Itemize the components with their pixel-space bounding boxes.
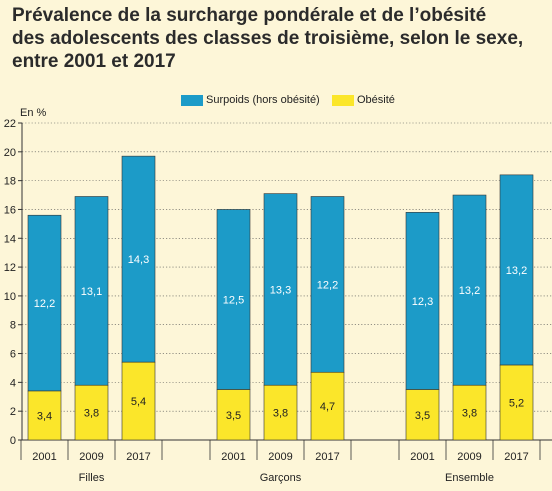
data-label-obesite: 3,8: [273, 408, 288, 420]
bar-surpoids: [452, 194, 487, 386]
x-tick-label: 2009: [457, 451, 481, 463]
data-label-surpoids: 12,2: [317, 279, 338, 291]
data-label-surpoids: 13,2: [506, 265, 527, 277]
legend-swatch-surpoids: [181, 95, 203, 106]
data-label-obesite: 3,8: [84, 408, 99, 420]
legend-swatch-obesite: [332, 95, 354, 106]
data-label-surpoids: 14,3: [128, 254, 149, 266]
bar-obesite: [263, 384, 298, 441]
bar-obesite: [121, 361, 156, 441]
bar-obesite: [27, 390, 62, 441]
legend: Surpoids (hors obésité) Obésité: [0, 94, 552, 108]
x-tick-label: 2009: [79, 451, 103, 463]
data-label-obesite: 3,5: [226, 410, 241, 422]
y-tick-label: 0: [10, 435, 16, 447]
chart-title: Prévalence de la surcharge pondérale et …: [12, 4, 547, 73]
group-label: Garçons: [260, 472, 302, 484]
data-label-surpoids: 12,2: [34, 298, 55, 310]
group-label: Ensemble: [445, 472, 494, 484]
data-label-obesite: 4,7: [320, 401, 335, 413]
data-label-surpoids: 13,2: [459, 285, 480, 297]
bar-obesite: [405, 389, 440, 441]
data-label-surpoids: 12,3: [412, 296, 433, 308]
x-tick-label: 2001: [221, 451, 245, 463]
bar-surpoids: [310, 196, 345, 373]
y-tick-label: 22: [4, 118, 16, 130]
data-label-surpoids: 12,5: [223, 295, 244, 307]
data-label-obesite: 3,5: [415, 410, 430, 422]
chart-title-line-1: Prévalence de la surcharge pondérale et …: [12, 5, 487, 26]
y-tick-label: 6: [10, 349, 16, 361]
y-tick-label: 4: [10, 377, 16, 389]
chart-title-line-2: des adolescents des classes de troisième…: [12, 28, 524, 49]
legend-label-surpoids: Surpoids (hors obésité): [206, 94, 320, 106]
y-tick-label: 18: [4, 176, 16, 188]
data-label-surpoids: 13,1: [81, 286, 102, 298]
bar-surpoids: [216, 209, 251, 390]
x-tick-label: 2001: [32, 451, 56, 463]
y-tick-label: 16: [4, 204, 16, 216]
y-tick-label: 8: [10, 320, 16, 332]
legend-label-obesite: Obésité: [357, 94, 395, 106]
y-tick-label: 12: [4, 262, 16, 274]
data-label-obesite: 5,4: [131, 396, 146, 408]
bar-surpoids: [121, 155, 156, 363]
bar-obesite: [452, 384, 487, 441]
x-tick-label: 2009: [268, 451, 292, 463]
bar-surpoids: [74, 196, 109, 386]
data-label-obesite: 5,2: [509, 398, 524, 410]
y-tick-label: 10: [4, 291, 16, 303]
data-label-obesite: 3,8: [462, 408, 477, 420]
data-label-obesite: 3,4: [37, 411, 52, 423]
bar-obesite: [499, 364, 534, 441]
bar-surpoids: [499, 174, 534, 366]
y-tick-label: 2: [10, 406, 16, 418]
x-tick-label: 2001: [410, 451, 434, 463]
x-tick-label: 2017: [504, 451, 528, 463]
x-tick-label: 2017: [315, 451, 339, 463]
data-label-surpoids: 13,3: [270, 284, 291, 296]
bar-obesite: [310, 371, 345, 441]
group-label: Filles: [79, 472, 105, 484]
y-axis-unit-label: En %: [20, 107, 47, 119]
bar-obesite: [74, 384, 109, 441]
chart-title-line-3: entre 2001 et 2017: [12, 51, 176, 72]
bar-surpoids: [405, 212, 440, 390]
y-tick-label: 14: [4, 233, 16, 245]
bar-surpoids: [27, 214, 62, 392]
bar-surpoids: [263, 193, 298, 386]
y-tick-label: 20: [4, 147, 16, 159]
x-tick-label: 2017: [126, 451, 150, 463]
bar-obesite: [216, 389, 251, 441]
